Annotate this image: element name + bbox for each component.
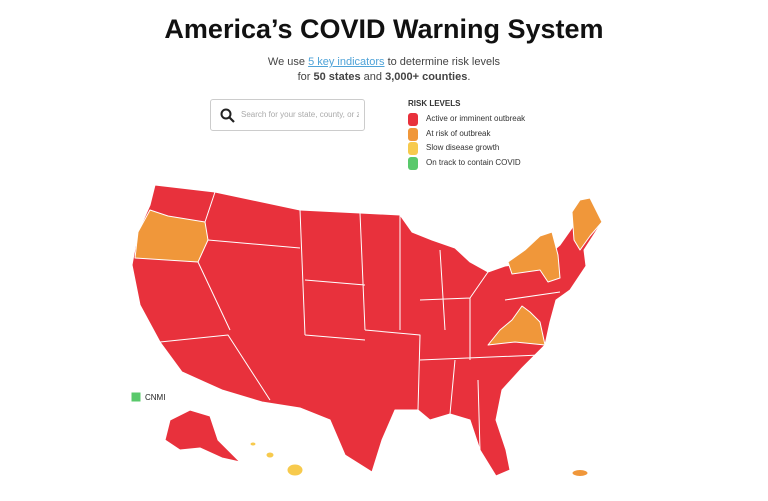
legend-swatch bbox=[408, 113, 418, 126]
legend-item: Slow disease growth bbox=[408, 142, 525, 157]
legend-label: Slow disease growth bbox=[426, 143, 500, 152]
search-box[interactable]: Search for your state, county, or zip bbox=[210, 99, 365, 131]
intro-bold: 50 states bbox=[313, 71, 361, 83]
state-maine[interactable] bbox=[571, 197, 603, 251]
legend-swatch bbox=[408, 127, 418, 141]
state-virginia[interactable] bbox=[487, 305, 546, 346]
search-placeholder: Search for your state, county, or zip bbox=[241, 110, 359, 119]
intro-text: to determine risk levels bbox=[384, 56, 501, 68]
legend-item: On track to contain COVID bbox=[408, 156, 525, 172]
legend-item: At risk of outbreak bbox=[408, 127, 525, 143]
state-borders bbox=[159, 191, 561, 451]
legend-label: On track to contain COVID bbox=[426, 157, 521, 167]
legend-label: Active or imminent outbreak bbox=[426, 114, 526, 123]
hawaii[interactable] bbox=[286, 463, 304, 477]
intro-text: . bbox=[467, 71, 471, 83]
state-new-york[interactable] bbox=[507, 231, 561, 283]
alaska[interactable] bbox=[164, 409, 241, 463]
puerto-rico[interactable] bbox=[571, 469, 589, 477]
hawaii[interactable] bbox=[249, 441, 257, 447]
cnmi-swatch[interactable] bbox=[130, 391, 142, 403]
legend-title: RISK LEVELS bbox=[408, 99, 461, 108]
state-oregon[interactable] bbox=[134, 209, 209, 263]
search-icon bbox=[220, 108, 235, 123]
indicators-link[interactable]: 5 key indicators bbox=[308, 56, 385, 68]
legend-items: Active or imminent outbreak At risk of ou… bbox=[408, 113, 525, 171]
legend-swatch bbox=[408, 142, 418, 155]
legend-label: At risk of outbreak bbox=[426, 128, 491, 138]
intro-text: for bbox=[297, 71, 314, 83]
title: America’s COVID Warning System bbox=[164, 14, 604, 44]
intro-bold: 3,000+ counties bbox=[385, 71, 468, 83]
intro: We use 5 key indicators to determine ris… bbox=[0, 55, 768, 85]
legend-item: Active or imminent outbreak bbox=[408, 113, 525, 128]
hawaii[interactable] bbox=[265, 451, 275, 459]
legend-swatch bbox=[408, 156, 418, 170]
intro-text: and bbox=[360, 71, 386, 83]
legend: RISK LEVELS Active or imminent outbreak A… bbox=[408, 99, 525, 171]
cnmi-label: CNMI bbox=[145, 393, 165, 402]
intro-text: We use bbox=[267, 56, 309, 68]
